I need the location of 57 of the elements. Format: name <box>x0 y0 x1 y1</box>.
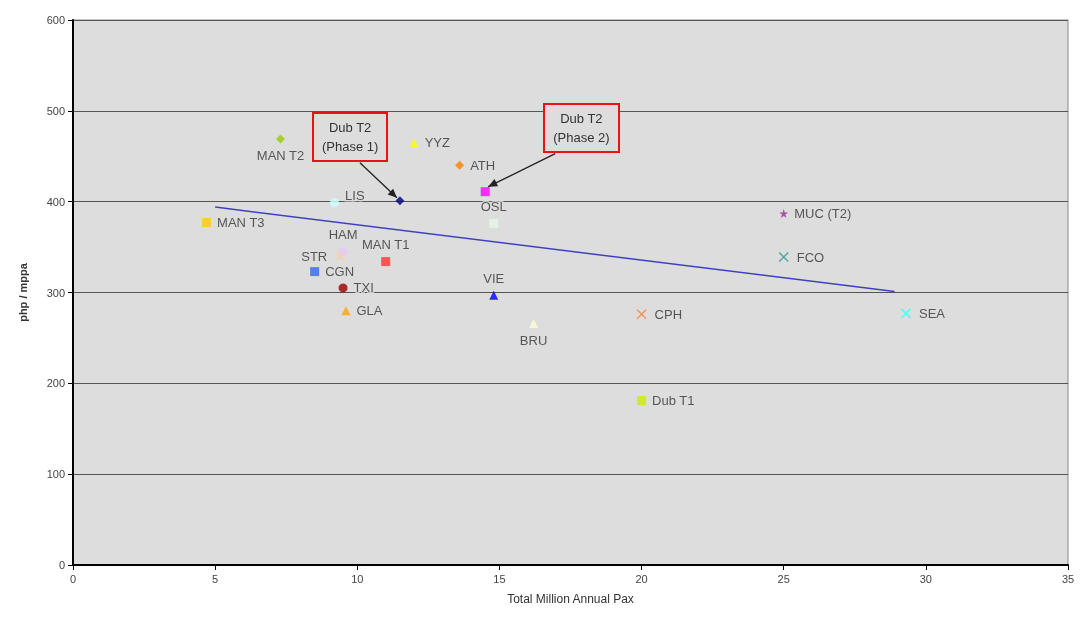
series-label: MAN T2 <box>256 148 305 164</box>
y-tick-label: 400 <box>46 195 65 208</box>
series-label: TXI <box>353 280 374 296</box>
point <box>489 290 499 300</box>
point <box>395 196 405 206</box>
series-label: MAN T3 <box>217 215 265 231</box>
point <box>276 134 286 144</box>
point <box>338 283 348 293</box>
x-tick-label: 10 <box>351 572 364 585</box>
point <box>900 308 912 319</box>
annotation: Dub T2 (Phase 2) <box>543 102 620 153</box>
point <box>381 257 391 267</box>
point <box>779 208 789 218</box>
annotation: Dub T2 (Phase 1) <box>311 111 389 162</box>
point <box>480 187 490 197</box>
series-label: STR <box>301 248 328 264</box>
series-label: BRU <box>519 332 548 348</box>
y-tick-label: 200 <box>46 377 65 390</box>
y-tick-label: 600 <box>46 14 65 26</box>
x-tick-label: 20 <box>635 572 648 585</box>
point <box>310 267 320 277</box>
point <box>636 309 647 320</box>
point <box>409 138 419 148</box>
x-tick-label: 25 <box>777 572 790 585</box>
point <box>330 198 340 208</box>
y-tick-label: 500 <box>46 104 65 117</box>
series-label: SEA <box>918 305 946 321</box>
point <box>334 250 346 262</box>
x-tick-label: 30 <box>919 572 932 585</box>
x-tick-label: 0 <box>69 572 77 585</box>
point <box>455 160 465 170</box>
point <box>202 218 212 228</box>
series-label: VIE <box>483 270 505 286</box>
y-axis-title: php / mppa <box>16 262 29 322</box>
series-label: Dub T1 <box>652 393 695 409</box>
series-label: FCO <box>796 249 825 265</box>
series-label: LIS <box>345 188 365 204</box>
y-tick-label: 100 <box>46 468 65 481</box>
x-tick-label: 35 <box>1061 572 1075 585</box>
series-label: ATH <box>470 157 496 173</box>
x-tick-label: 5 <box>212 572 219 585</box>
series-label: MAN T1 <box>362 237 410 253</box>
point <box>778 251 789 263</box>
series-label: HAM <box>328 227 358 243</box>
series-label: MUC (T2) <box>794 205 852 221</box>
x-tick-label: 15 <box>493 572 506 585</box>
point <box>341 306 351 316</box>
series-label: YYZ <box>424 135 450 151</box>
y-tick-label: 0 <box>58 559 65 571</box>
series-label: CPH <box>654 306 683 322</box>
y-tick-label: 300 <box>46 286 65 299</box>
point <box>637 396 647 406</box>
series-label: GLA <box>356 303 383 319</box>
point <box>529 318 539 328</box>
series-label: OSL <box>480 198 507 214</box>
series-label: CGN <box>325 264 355 280</box>
x-axis-title: Total Million Annual Pax <box>507 592 634 606</box>
